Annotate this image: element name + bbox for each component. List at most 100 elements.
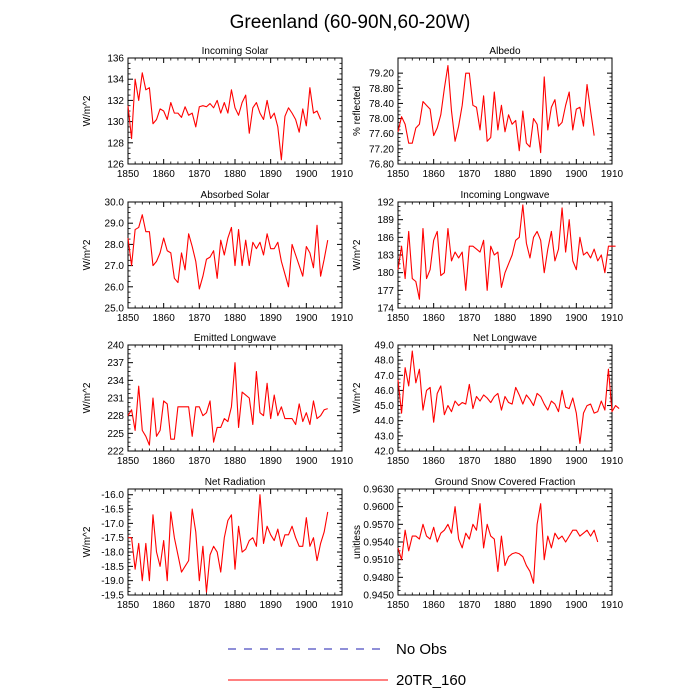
legend: No Obs 20TR_160	[228, 641, 466, 689]
ground-snow-covered-fraction-ytick-label: 0.9510	[363, 555, 394, 566]
absorbed-solar-xtick-label-1870: 1870	[188, 313, 211, 324]
net-radiation-xtick-label-1890: 1890	[260, 600, 283, 611]
net-radiation-ytick-label: -16.0	[101, 490, 124, 501]
incoming-solar-ylabel: W/m^2	[82, 95, 93, 126]
ground-snow-covered-fraction-xtick-label-1910: 1910	[601, 600, 624, 611]
incoming-solar-ytick-label: 130	[107, 117, 124, 128]
incoming-longwave-xtick-label-1870: 1870	[458, 313, 481, 324]
incoming-solar-xtick-label-1850: 1850	[117, 169, 140, 180]
incoming-longwave-ytick-label: 186	[377, 233, 394, 244]
net-longwave-ytick-label: 42.0	[375, 447, 395, 458]
emitted-longwave-ytick-label: 222	[107, 447, 124, 458]
panel-incoming-solar: Incoming Solar W/m^2 1850 1860 1870 1880 1890 1…	[82, 46, 354, 180]
incoming-solar-xtick-label-1890: 1890	[260, 169, 283, 180]
net-longwave-title: Net Longwave	[473, 333, 537, 344]
net-radiation-xtick-label-1860: 1860	[153, 600, 176, 611]
net-longwave-xtick-label-1910: 1910	[601, 456, 624, 467]
panel-emitted-longwave: Emitted Longwave W/m^2 1850 1860 1870 1880 189…	[82, 333, 354, 467]
incoming-longwave-xtick-label-1910: 1910	[601, 313, 624, 324]
albedo-xtick-label-1900: 1900	[565, 169, 588, 180]
net-radiation-series-20tr-160	[128, 494, 329, 593]
net-longwave-series-20tr-160	[397, 350, 620, 444]
ground-snow-covered-fraction-ytick-label: 0.9570	[363, 520, 394, 531]
net-longwave-xtick-label-1900: 1900	[565, 456, 588, 467]
incoming-solar-ytick-label: 128	[107, 138, 124, 149]
net-radiation-ytick-label: -17.5	[101, 533, 124, 544]
ground-snow-covered-fraction-xtick-label-1900: 1900	[565, 600, 588, 611]
incoming-solar-ytick-label: 136	[107, 54, 124, 65]
absorbed-solar-ytick-label: 25.0	[105, 304, 125, 315]
albedo-ylabel: % reflected	[352, 86, 363, 136]
absorbed-solar-ylabel: W/m^2	[82, 239, 93, 270]
emitted-longwave-xtick-label-1900: 1900	[295, 456, 318, 467]
emitted-longwave-ytick-label: 231	[107, 394, 124, 405]
incoming-solar-title: Incoming Solar	[202, 46, 269, 57]
absorbed-solar-xtick-label-1860: 1860	[153, 313, 176, 324]
absorbed-solar-title: Absorbed Solar	[201, 190, 271, 201]
absorbed-solar-xtick-label-1900: 1900	[295, 313, 318, 324]
incoming-solar-xtick-label-1910: 1910	[331, 169, 354, 180]
absorbed-solar-xtick-label-1850: 1850	[117, 313, 140, 324]
albedo-xtick-label-1850: 1850	[387, 169, 410, 180]
net-longwave-xtick-label-1890: 1890	[530, 456, 553, 467]
albedo-ytick-label: 79.20	[369, 69, 394, 80]
ground-snow-covered-fraction-series-20tr-160	[397, 503, 599, 584]
net-longwave-xtick-label-1860: 1860	[423, 456, 446, 467]
emitted-longwave-ytick-label: 237	[107, 358, 124, 369]
net-longwave-ytick-label: 44.0	[375, 416, 395, 427]
absorbed-solar-ytick-label: 28.0	[105, 240, 125, 251]
ground-snow-covered-fraction-xtick-label-1880: 1880	[494, 600, 517, 611]
ground-snow-covered-fraction-xtick-label-1890: 1890	[530, 600, 553, 611]
incoming-solar-ytick-label: 134	[107, 75, 124, 86]
incoming-longwave-series-20tr-160	[397, 204, 616, 300]
albedo-xtick-label-1880: 1880	[494, 169, 517, 180]
incoming-longwave-xtick-label-1900: 1900	[565, 313, 588, 324]
net-radiation-ytick-label: -19.5	[101, 591, 124, 602]
net-longwave-ytick-label: 45.0	[375, 401, 395, 412]
net-radiation-ytick-label: -19.0	[101, 576, 124, 587]
albedo-xtick-label-1860: 1860	[423, 169, 446, 180]
panel-grid: Incoming Solar W/m^2 1850 1860 1870 1880 1890 1…	[82, 46, 624, 611]
albedo-xtick-label-1910: 1910	[601, 169, 624, 180]
emitted-longwave-xtick-label-1850: 1850	[117, 456, 140, 467]
net-radiation-xtick-label-1870: 1870	[188, 600, 211, 611]
net-radiation-xtick-label-1880: 1880	[224, 600, 247, 611]
albedo-title: Albedo	[489, 46, 521, 57]
emitted-longwave-xtick-label-1910: 1910	[331, 456, 354, 467]
emitted-longwave-xtick-label-1870: 1870	[188, 456, 211, 467]
absorbed-solar-xtick-label-1880: 1880	[224, 313, 247, 324]
incoming-solar-xtick-label-1860: 1860	[153, 169, 176, 180]
panel-absorbed-solar: Absorbed Solar W/m^2 1850 1860 1870 1880 1890 1…	[82, 190, 354, 324]
incoming-solar-xtick-label-1870: 1870	[188, 169, 211, 180]
panel-incoming-longwave: Incoming Longwave W/m^2 1850 1860 1870 1880 18…	[352, 190, 624, 324]
net-radiation-title: Net Radiation	[205, 477, 266, 488]
albedo-ytick-label: 76.80	[369, 160, 394, 171]
legend-no-obs-label: No Obs	[396, 641, 447, 658]
incoming-solar-xtick-label-1880: 1880	[224, 169, 247, 180]
emitted-longwave-xtick-label-1860: 1860	[153, 456, 176, 467]
net-longwave-xtick-label-1870: 1870	[458, 456, 481, 467]
net-radiation-ytick-label: -18.0	[101, 548, 124, 559]
emitted-longwave-ytick-label: 234	[107, 376, 124, 387]
incoming-longwave-ytick-label: 177	[377, 286, 394, 297]
net-radiation-ytick-label: -16.5	[101, 505, 124, 516]
incoming-longwave-xtick-label-1880: 1880	[494, 313, 517, 324]
albedo-ytick-label: 78.40	[369, 99, 394, 110]
ground-snow-covered-fraction-title: Ground Snow Covered Fraction	[435, 477, 576, 488]
absorbed-solar-xtick-label-1910: 1910	[331, 313, 354, 324]
net-longwave-ytick-label: 49.0	[375, 341, 395, 352]
ground-snow-covered-fraction-xtick-label-1870: 1870	[458, 600, 481, 611]
emitted-longwave-ytick-label: 240	[107, 341, 124, 352]
net-longwave-ytick-label: 47.0	[375, 371, 395, 382]
incoming-longwave-title: Incoming Longwave	[461, 190, 550, 201]
absorbed-solar-ytick-label: 29.0	[105, 219, 125, 230]
panel-net-longwave: Net Longwave W/m^2 1850 1860 1870 1880 1890 190…	[352, 333, 624, 467]
ground-snow-covered-fraction-ytick-label: 0.9600	[363, 502, 394, 513]
net-radiation-ytick-label: -17.0	[101, 519, 124, 530]
absorbed-solar-ytick-label: 30.0	[105, 198, 125, 209]
net-radiation-xtick-label-1900: 1900	[295, 600, 318, 611]
albedo-ytick-label: 77.60	[369, 129, 394, 140]
incoming-longwave-xtick-label-1850: 1850	[387, 313, 410, 324]
